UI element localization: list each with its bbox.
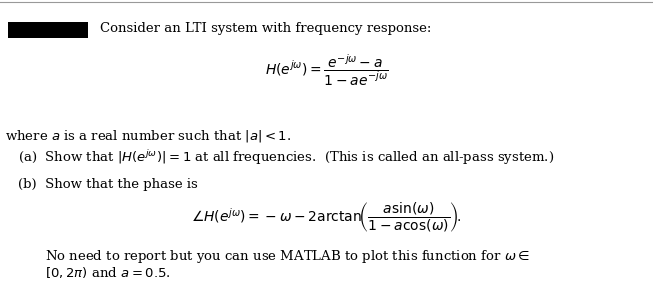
Text: (b)  Show that the phase is: (b) Show that the phase is [18,178,198,191]
Text: $[0, 2\pi)$ and $a = 0.5$.: $[0, 2\pi)$ and $a = 0.5$. [45,265,171,280]
Text: No need to report but you can use MATLAB to plot this function for $\omega \in$: No need to report but you can use MATLAB… [45,248,530,265]
Text: (a)  Show that $|H(e^{j\omega})| = 1$ at all frequencies.  (This is called an al: (a) Show that $|H(e^{j\omega})| = 1$ at … [18,148,554,167]
Text: Consider an LTI system with frequency response:: Consider an LTI system with frequency re… [100,22,432,35]
Text: where $a$ is a real number such that $|a| < 1$.: where $a$ is a real number such that $|a… [5,128,291,144]
Text: $H(e^{j\omega}) = \dfrac{e^{-j\omega} - a}{1 - ae^{-j\omega}}$: $H(e^{j\omega}) = \dfrac{e^{-j\omega} - … [264,52,389,88]
Text: $\angle H(e^{j\omega}) = -\omega - 2\mathrm{arctan}\!\left(\dfrac{a\sin(\omega)}: $\angle H(e^{j\omega}) = -\omega - 2\mat… [191,200,462,234]
Bar [8,22,88,38]
